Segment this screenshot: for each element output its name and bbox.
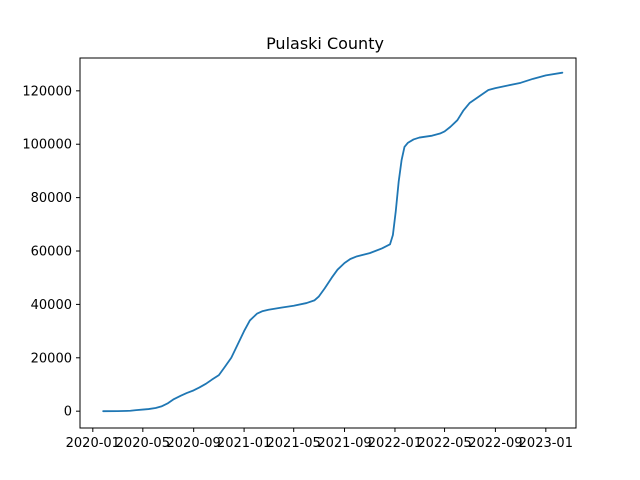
y-tick-label: 0: [64, 405, 72, 420]
x-tick-label: 2020-09: [167, 436, 221, 451]
data-series: [102, 71, 564, 413]
chart-title: Pulaski County: [266, 34, 384, 53]
x-tick-label: 2020-01: [66, 436, 120, 451]
x-tick-label: 2021-09: [317, 436, 371, 451]
y-tick-label: 40000: [31, 298, 72, 313]
plot-frame: [79, 57, 577, 429]
x-tick-label: 2022-01: [368, 436, 422, 451]
y-axis: 0 20000 40000 60000 80000 100000 120000: [22, 84, 80, 420]
y-tick-label: 60000: [31, 245, 72, 260]
x-tick-label: 2022-09: [468, 436, 522, 451]
x-tick-label: 2021-01: [217, 436, 271, 451]
x-tick-label: 2023-01: [519, 436, 573, 451]
y-tick-label: 80000: [31, 191, 72, 206]
x-tick-label: 2020-05: [116, 436, 170, 451]
x-axis: 2020-012020-052020-092021-012021-052021-…: [66, 428, 573, 451]
x-tick-label: 2021-05: [267, 436, 321, 451]
y-tick-label: 20000: [31, 351, 72, 366]
y-tick-label: 100000: [22, 138, 72, 153]
series-line-0: [102, 71, 564, 413]
y-tick-label: 120000: [22, 84, 72, 99]
x-tick-label: 2022-05: [417, 436, 471, 451]
